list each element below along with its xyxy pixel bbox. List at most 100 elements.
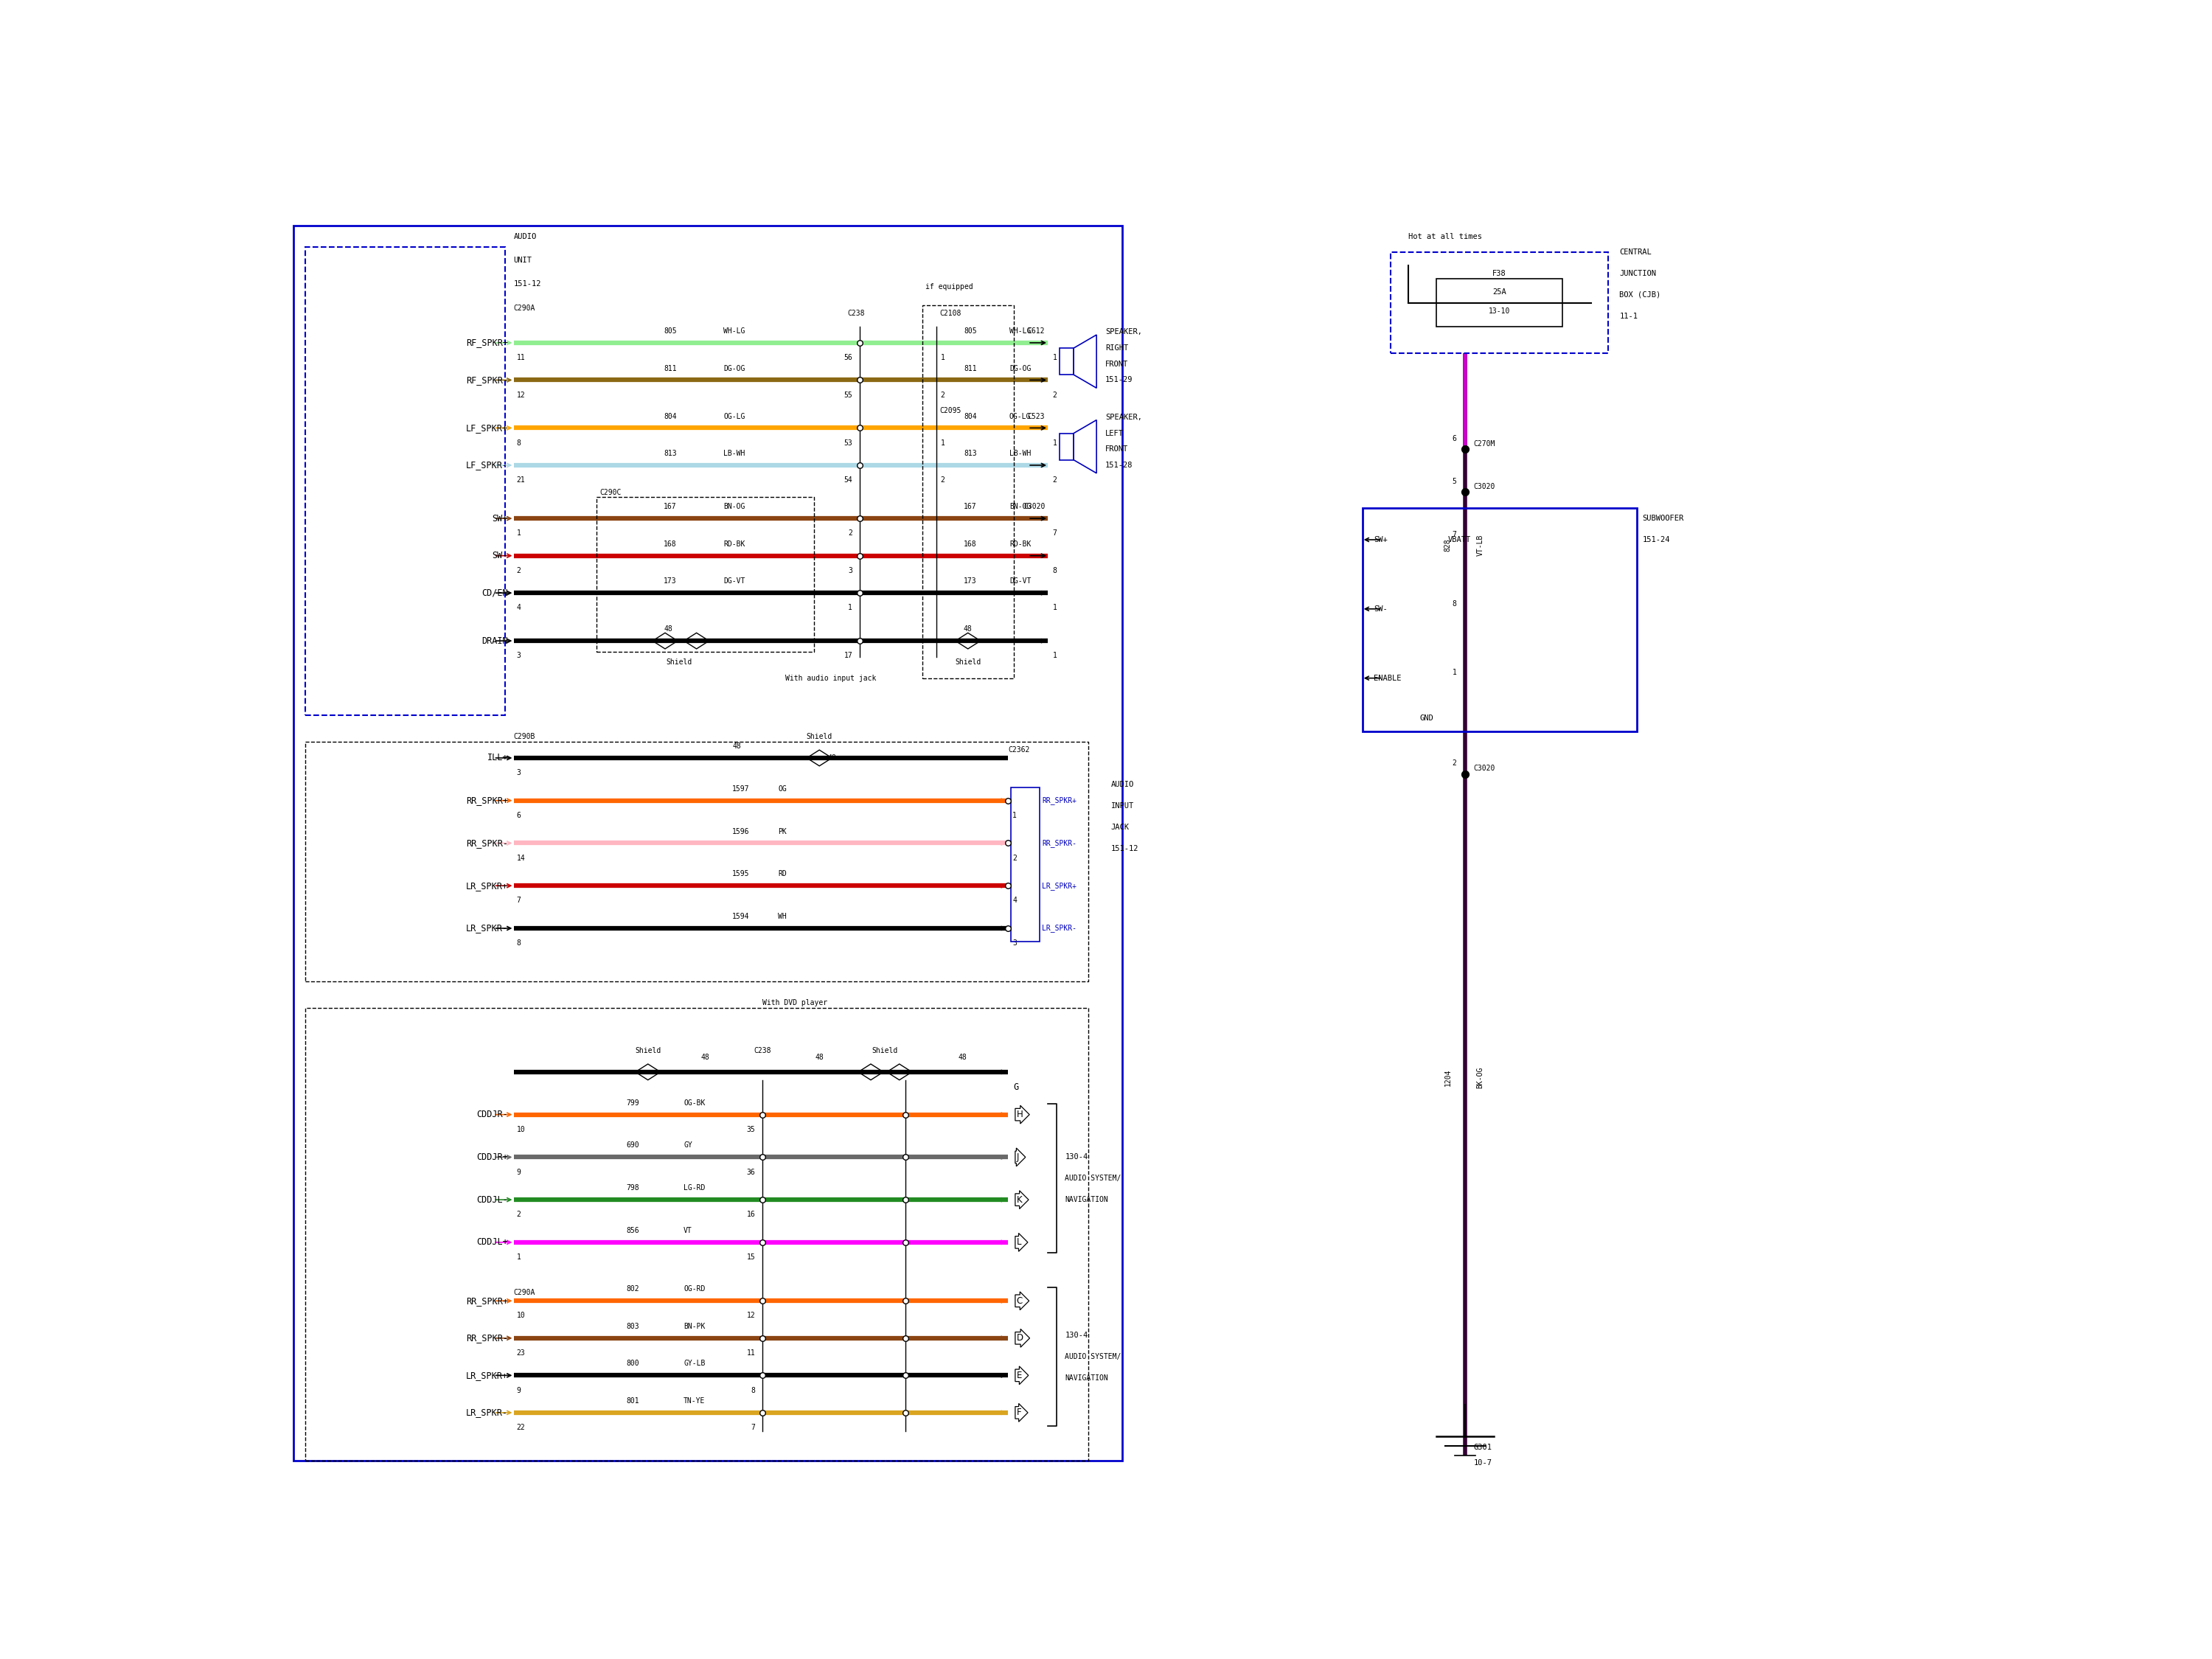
Text: C3020: C3020 <box>1473 765 1495 773</box>
Text: 10-7: 10-7 <box>1473 1460 1493 1467</box>
Text: ENABLE: ENABLE <box>1374 675 1402 682</box>
Text: 167: 167 <box>964 503 978 511</box>
Text: 21: 21 <box>515 476 524 484</box>
Text: 48: 48 <box>827 755 836 761</box>
Text: 798: 798 <box>626 1185 639 1191</box>
Text: GND: GND <box>1420 715 1433 722</box>
Point <box>745 1399 781 1425</box>
Text: 2: 2 <box>940 392 945 398</box>
Text: C2095: C2095 <box>940 406 960 415</box>
Text: 23: 23 <box>515 1349 524 1357</box>
Text: 1: 1 <box>515 1254 520 1261</box>
Text: SW-: SW- <box>1374 606 1387 612</box>
Text: RIGHT: RIGHT <box>1106 345 1128 352</box>
Text: PK: PK <box>779 828 787 834</box>
Point <box>841 627 876 654</box>
Text: J: J <box>1018 1153 1020 1161</box>
Text: 48: 48 <box>958 1053 967 1060</box>
Text: LF_SPKR-: LF_SPKR- <box>467 461 509 469</box>
Text: FRONT: FRONT <box>1106 446 1128 453</box>
Point <box>841 415 876 441</box>
Text: JUNCTION: JUNCTION <box>1619 270 1657 277</box>
Text: 25A: 25A <box>1493 289 1506 295</box>
Text: E: E <box>1018 1370 1022 1380</box>
Text: OG-BK: OG-BK <box>684 1100 706 1107</box>
Text: 1596: 1596 <box>732 828 750 834</box>
Point <box>745 1186 781 1213</box>
Text: 2: 2 <box>940 476 945 484</box>
Point <box>887 1362 922 1389</box>
Text: WH-LG: WH-LG <box>1009 327 1031 335</box>
Text: OG-LG: OG-LG <box>723 413 745 420</box>
Text: CD/EN: CD/EN <box>482 589 509 597</box>
Text: RR_SPKR+: RR_SPKR+ <box>1042 796 1077 805</box>
Point <box>841 579 876 606</box>
Text: JACK: JACK <box>1110 823 1128 831</box>
Point <box>991 830 1026 856</box>
Text: 1: 1 <box>847 604 852 612</box>
Text: 55: 55 <box>843 392 852 398</box>
Point <box>841 330 876 357</box>
Text: 7: 7 <box>1453 531 1455 538</box>
Text: AUDIO SYSTEM/: AUDIO SYSTEM/ <box>1066 1354 1121 1360</box>
Text: TN-YE: TN-YE <box>684 1397 706 1405</box>
Point <box>841 542 876 569</box>
Text: G301: G301 <box>1473 1443 1493 1452</box>
Text: RR_SPKR+: RR_SPKR+ <box>467 796 509 805</box>
Text: 2: 2 <box>847 529 852 538</box>
Text: 53: 53 <box>843 440 852 446</box>
Text: RF_SPKR+: RF_SPKR+ <box>467 338 509 348</box>
Text: L: L <box>1018 1238 1022 1248</box>
Text: 1597: 1597 <box>732 785 750 793</box>
Text: 10: 10 <box>515 1126 524 1133</box>
Point <box>745 1287 781 1314</box>
Text: 8: 8 <box>1053 567 1057 574</box>
Text: BK-OG: BK-OG <box>1478 1067 1484 1088</box>
Text: 1: 1 <box>1453 669 1455 677</box>
Point <box>841 451 876 478</box>
Text: RD-BK: RD-BK <box>723 541 745 547</box>
Text: SUBWOOFER: SUBWOOFER <box>1641 514 1683 523</box>
Text: F38: F38 <box>1493 270 1506 277</box>
Text: 48: 48 <box>814 1053 823 1060</box>
Text: AUDIO: AUDIO <box>513 232 538 241</box>
Text: K: K <box>1018 1194 1022 1204</box>
Text: 48: 48 <box>664 625 672 632</box>
Text: DRAIN: DRAIN <box>482 635 509 645</box>
Text: 1: 1 <box>940 353 945 362</box>
Text: 803: 803 <box>626 1322 639 1331</box>
Text: G: G <box>1013 1082 1020 1092</box>
Text: 4: 4 <box>515 604 520 612</box>
Text: RD-BK: RD-BK <box>1009 541 1031 547</box>
Text: 1: 1 <box>1053 604 1057 612</box>
Text: 1: 1 <box>1053 652 1057 659</box>
Text: 130-4: 130-4 <box>1066 1153 1088 1161</box>
Text: DG-VT: DG-VT <box>723 577 745 586</box>
Text: C2108: C2108 <box>940 310 960 317</box>
Text: SPEAKER,: SPEAKER, <box>1106 328 1141 335</box>
Text: 130-4: 130-4 <box>1066 1332 1088 1339</box>
Text: 14: 14 <box>515 854 524 861</box>
Text: H: H <box>1018 1110 1022 1120</box>
Point <box>991 873 1026 899</box>
Point <box>1447 478 1482 504</box>
Text: 151-12: 151-12 <box>1110 844 1139 853</box>
Text: 48: 48 <box>701 1053 710 1060</box>
Text: With audio input jack: With audio input jack <box>785 675 876 682</box>
Point <box>887 1102 922 1128</box>
Text: Shield: Shield <box>666 659 692 665</box>
Text: 799: 799 <box>626 1100 639 1107</box>
Point <box>887 1186 922 1213</box>
Text: VT-LB: VT-LB <box>1478 534 1484 556</box>
Text: 151-24: 151-24 <box>1641 536 1670 544</box>
Text: LB-WH: LB-WH <box>1009 450 1031 458</box>
Text: C270M: C270M <box>1473 440 1495 448</box>
Text: BN-OG: BN-OG <box>723 503 745 511</box>
Text: 4: 4 <box>1013 898 1018 904</box>
Point <box>887 1326 922 1352</box>
Text: C290B: C290B <box>513 733 535 740</box>
Text: INPUT: INPUT <box>1110 803 1135 810</box>
Text: 35: 35 <box>748 1126 754 1133</box>
Text: OG: OG <box>779 785 787 793</box>
Text: 36: 36 <box>748 1168 754 1176</box>
